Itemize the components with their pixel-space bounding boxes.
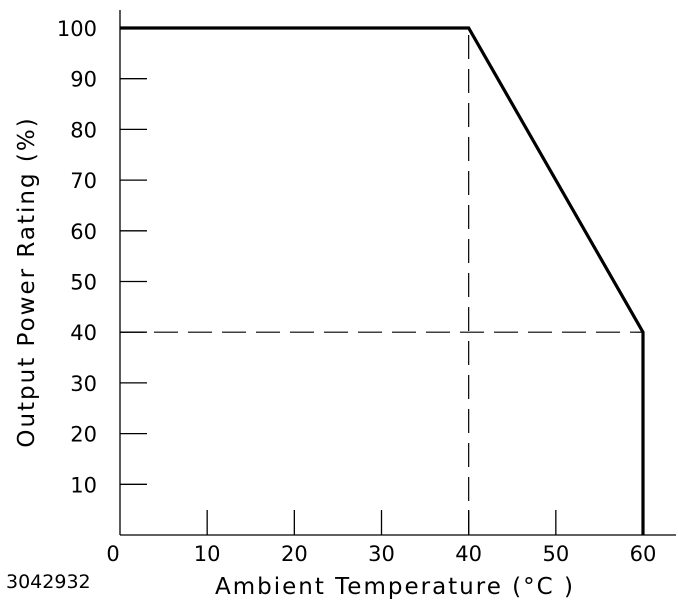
x-tick-label: 0 — [106, 542, 119, 566]
x-tick-label: 10 — [194, 542, 221, 566]
figure-code: 3042932 — [6, 571, 91, 593]
y-axis-label: Output Power Rating (%) — [14, 116, 40, 447]
y-tick-label: 90 — [70, 68, 97, 92]
x-tick-label: 50 — [542, 542, 569, 566]
y-tick-label: 50 — [70, 271, 97, 295]
x-tick-label: 40 — [455, 542, 482, 566]
axes — [119, 10, 676, 536]
x-tick-label: 20 — [281, 542, 308, 566]
x-ticks: 0 10 20 30 40 50 60 — [106, 510, 656, 566]
derating-curve — [120, 26, 645, 535]
y-tick-label: 20 — [70, 423, 97, 447]
y-tick-label: 40 — [70, 321, 97, 345]
y-tick-label: 10 — [70, 473, 97, 497]
y-ticks: 10 20 30 40 50 60 70 80 90 100 — [57, 17, 147, 497]
x-tick-label: 30 — [368, 542, 395, 566]
y-tick-label: 100 — [57, 17, 97, 41]
series — [120, 26, 645, 535]
y-tick-label: 70 — [70, 169, 97, 193]
x-tick-label: 60 — [630, 542, 657, 566]
reference-lines — [120, 28, 643, 535]
y-tick-label: 80 — [70, 118, 97, 142]
y-tick-label: 30 — [70, 372, 97, 396]
x-axis-label: Ambient Temperature (°C ) — [215, 574, 575, 600]
y-tick-label: 60 — [70, 220, 97, 244]
